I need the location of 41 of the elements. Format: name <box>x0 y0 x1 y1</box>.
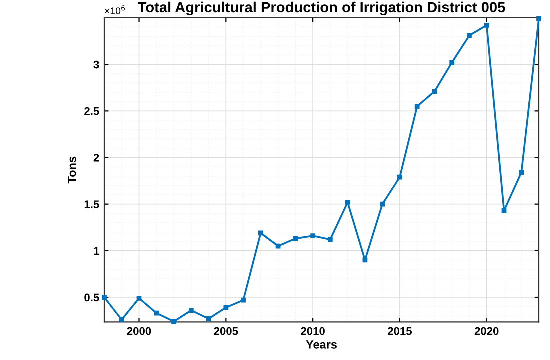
point <box>502 208 507 214</box>
point <box>519 170 524 176</box>
point <box>450 60 455 66</box>
point <box>345 200 350 205</box>
point <box>328 237 333 242</box>
point <box>414 104 420 109</box>
y-tick-label: 1.5 <box>84 200 100 208</box>
y-tick-label: 0.5 <box>84 294 100 302</box>
point <box>206 316 212 322</box>
point <box>276 244 281 249</box>
point <box>398 174 402 180</box>
point <box>380 202 386 207</box>
point <box>467 33 472 38</box>
point <box>310 234 316 238</box>
point <box>136 296 142 301</box>
x-axis-title: Years <box>306 340 338 349</box>
point <box>119 317 124 322</box>
x-tick-label: 2005 <box>214 327 238 336</box>
y-tick-label: 2.5 <box>84 107 100 116</box>
x-tick-label: 2010 <box>301 327 325 336</box>
y-axis-title: Tons <box>68 156 76 184</box>
point <box>362 258 368 263</box>
point <box>484 23 490 28</box>
point <box>224 305 229 310</box>
chart-title: Total Agricultural Production of Irrigation District 005 <box>138 2 506 16</box>
point <box>172 319 176 324</box>
x-tick-label: 2015 <box>388 327 412 336</box>
point <box>102 295 107 300</box>
x-tick-label: 2000 <box>127 327 152 336</box>
point <box>188 308 194 313</box>
y-tick-label: 2 <box>94 154 100 162</box>
y-tick-label: 3 <box>94 60 100 69</box>
text: ×10$^{6}$ <box>105 6 125 14</box>
point <box>536 16 542 22</box>
point <box>154 310 160 316</box>
point <box>258 230 264 236</box>
point <box>432 89 438 94</box>
x-tick-label: 2020 <box>474 327 499 336</box>
point <box>241 298 246 303</box>
point <box>293 236 298 242</box>
y-tick-label: 1 <box>94 247 100 255</box>
